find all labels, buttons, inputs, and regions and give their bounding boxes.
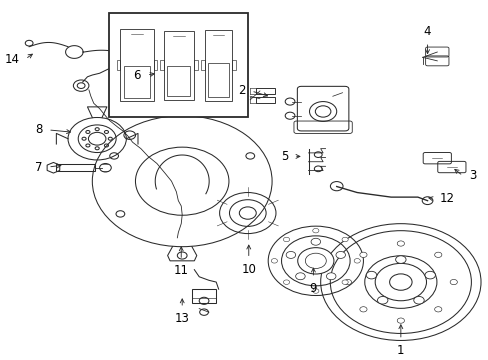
Bar bbox=[256, 88, 275, 94]
Circle shape bbox=[395, 256, 405, 264]
Circle shape bbox=[341, 280, 347, 284]
Text: 3: 3 bbox=[468, 170, 475, 183]
Circle shape bbox=[413, 296, 423, 304]
Bar bbox=[160, 60, 163, 71]
Bar bbox=[201, 60, 205, 71]
Text: 4: 4 bbox=[423, 25, 430, 38]
Circle shape bbox=[359, 307, 366, 312]
Circle shape bbox=[297, 248, 333, 274]
Circle shape bbox=[295, 273, 305, 280]
Circle shape bbox=[239, 207, 256, 219]
Circle shape bbox=[359, 252, 366, 257]
Text: 7: 7 bbox=[35, 161, 42, 174]
Text: 1: 1 bbox=[396, 344, 404, 357]
Circle shape bbox=[389, 274, 411, 290]
Circle shape bbox=[283, 237, 289, 242]
Circle shape bbox=[434, 252, 441, 257]
Circle shape bbox=[283, 280, 289, 284]
Circle shape bbox=[344, 279, 351, 285]
Circle shape bbox=[396, 318, 404, 323]
Circle shape bbox=[305, 253, 325, 269]
Bar bbox=[124, 66, 149, 98]
Bar bbox=[193, 60, 197, 71]
Circle shape bbox=[335, 252, 345, 258]
Circle shape bbox=[396, 241, 404, 246]
Text: 12: 12 bbox=[439, 192, 454, 206]
Bar bbox=[256, 96, 275, 103]
Bar bbox=[163, 31, 193, 100]
Text: 9: 9 bbox=[309, 282, 317, 295]
Circle shape bbox=[310, 238, 320, 245]
Text: 14: 14 bbox=[4, 53, 20, 66]
Bar bbox=[208, 63, 228, 97]
Text: 10: 10 bbox=[241, 262, 256, 276]
Circle shape bbox=[326, 273, 335, 280]
Circle shape bbox=[366, 271, 376, 279]
Bar bbox=[191, 289, 216, 303]
Circle shape bbox=[312, 228, 318, 233]
Text: 5: 5 bbox=[280, 150, 287, 163]
Circle shape bbox=[377, 296, 387, 304]
Text: 8: 8 bbox=[35, 123, 42, 136]
Bar bbox=[116, 60, 120, 71]
Bar bbox=[153, 60, 157, 71]
Circle shape bbox=[353, 258, 360, 263]
Text: 13: 13 bbox=[174, 312, 189, 325]
Bar bbox=[120, 29, 153, 102]
Circle shape bbox=[271, 258, 277, 263]
Text: 6: 6 bbox=[133, 68, 141, 81]
Bar bbox=[109, 13, 247, 117]
Text: 11: 11 bbox=[173, 264, 188, 277]
Bar bbox=[56, 164, 95, 171]
Circle shape bbox=[434, 307, 441, 312]
Bar bbox=[205, 30, 231, 100]
Bar bbox=[231, 60, 235, 71]
Circle shape bbox=[341, 237, 347, 242]
Circle shape bbox=[285, 252, 295, 258]
Circle shape bbox=[424, 271, 434, 279]
Circle shape bbox=[312, 289, 318, 293]
Text: 2: 2 bbox=[237, 85, 245, 98]
Bar bbox=[167, 66, 190, 96]
Circle shape bbox=[449, 279, 456, 285]
